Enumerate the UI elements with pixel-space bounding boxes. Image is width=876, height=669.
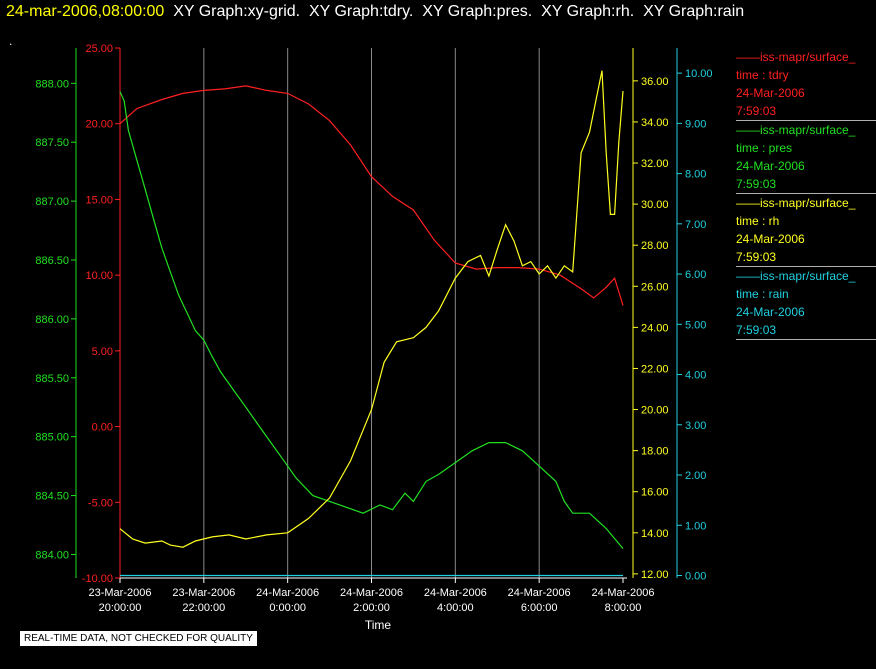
rain-tick-label: 5.00 [685, 319, 706, 331]
rain-tick-label: 8.00 [685, 169, 706, 181]
legend-entry: ——iss-mapr/surface_time : rain 24-Mar-200… [736, 267, 876, 340]
pres-tick-label: 885.50 [35, 373, 69, 385]
rh-tick-label: 18.00 [641, 446, 669, 458]
title-date: 24-mar-2006,08:00:00 [6, 3, 165, 20]
pres-series-line [119, 91, 624, 549]
quality-disclaimer: REAL-TIME DATA, NOT CHECKED FOR QUALITY [20, 631, 257, 646]
legend: ——iss-mapr/surface_ time : tdry 24-Mar-200… [736, 48, 876, 340]
pres-tick-label: 888.00 [35, 78, 69, 90]
legend-line: 24-Mar-2006 [736, 305, 805, 319]
x-tick-label-date: 23-Mar-2006 [172, 587, 235, 599]
x-tick-label-date: 24-Mar-2006 [592, 587, 655, 599]
rain-tick-label: 0.00 [685, 570, 706, 582]
x-tick-label-date: 24-Mar-2006 [340, 587, 403, 599]
pres-tick-label: 886.50 [35, 255, 69, 267]
x-tick-label-time: 6:00:00 [521, 602, 558, 614]
rain-tick-label: 7.00 [685, 219, 706, 231]
x-tick-label-date: 23-Mar-2006 [89, 587, 152, 599]
rain-tick-label: 6.00 [685, 269, 706, 281]
rh-tick-label: 30.00 [641, 199, 669, 211]
rh-tick-label: 12.00 [641, 569, 669, 581]
rh-series-line [119, 70, 624, 548]
pres-tick-label: 886.00 [35, 314, 69, 326]
title-dot: . [9, 34, 13, 48]
legend-line: 24-Mar-2006 [736, 159, 805, 173]
legend-line: time : rain [736, 287, 789, 301]
legend-entry: ——iss-mapr/surface_time : tdry 24-Mar-200… [736, 48, 876, 121]
rh-tick-label: 32.00 [641, 158, 669, 170]
tdry-tick-label: -10.00 [82, 573, 113, 585]
rh-tick-label: 24.00 [641, 322, 669, 334]
tdry-tick-label: 25.00 [85, 43, 113, 55]
legend-line: 7:59:03 [736, 323, 777, 337]
pres-tick-label: 884.00 [35, 549, 69, 561]
tdry-tick-label: -5.00 [88, 497, 113, 509]
rh-tick-label: 36.00 [641, 76, 669, 88]
tdry-tick-label: 10.00 [85, 270, 113, 282]
rh-tick-label: 28.00 [641, 240, 669, 252]
x-tick-label-date: 24-Mar-2006 [256, 587, 319, 599]
legend-line: 7:59:03 [736, 250, 777, 264]
rain-tick-label: 10.00 [685, 68, 713, 80]
rh-tick-label: 16.00 [641, 487, 669, 499]
rain-tick-label: 4.00 [685, 370, 706, 382]
legend-entry: ——iss-mapr/surface_time : pres 24-Mar-200… [736, 121, 876, 194]
legend-line: time : rh [736, 214, 780, 228]
rh-tick-label: 22.00 [641, 363, 669, 375]
rh-tick-label: 34.00 [641, 117, 669, 129]
legend-line: ——iss-mapr/surface_ [736, 50, 856, 64]
legend-line: 24-Mar-2006 [736, 232, 805, 246]
pres-tick-label: 884.50 [35, 491, 69, 503]
tdry-tick-label: 15.00 [85, 194, 113, 206]
tdry-series-line [119, 85, 624, 306]
x-tick-label-time: 0:00:00 [269, 602, 306, 614]
legend-line: ——iss-mapr/surface_ [736, 269, 856, 283]
rain-tick-label: 2.00 [685, 470, 706, 482]
legend-line: ——iss-mapr/surface_ [736, 196, 856, 210]
x-tick-label-time: 20:00:00 [99, 602, 142, 614]
x-tick-label-date: 24-Mar-2006 [508, 587, 571, 599]
legend-line: 7:59:03 [736, 177, 777, 191]
tdry-tick-label: 5.00 [92, 346, 113, 358]
rh-tick-label: 14.00 [641, 528, 669, 540]
x-tick-label-time: 2:00:00 [353, 602, 390, 614]
x-tick-label-date: 24-Mar-2006 [424, 587, 487, 599]
tdry-tick-label: 20.00 [85, 119, 113, 131]
x-tick-label-time: 8:00:00 [605, 602, 642, 614]
rain-tick-label: 9.00 [685, 118, 706, 130]
pres-tick-label: 887.50 [35, 137, 69, 149]
legend-line: ——iss-mapr/surface_ [736, 123, 856, 137]
pres-tick-label: 887.00 [35, 196, 69, 208]
legend-line: time : tdry [736, 68, 789, 82]
legend-line: 7:59:03 [736, 104, 777, 118]
rh-tick-label: 20.00 [641, 405, 669, 417]
legend-line: 24-Mar-2006 [736, 86, 805, 100]
rain-tick-label: 3.00 [685, 420, 706, 432]
tdry-tick-label: 0.00 [92, 422, 113, 434]
title-graphs: XY Graph:xy-grid. XY Graph:tdry. XY Grap… [164, 3, 745, 20]
chart-title: 24-mar-2006,08:00:00 XY Graph:xy-grid. X… [6, 3, 744, 21]
legend-line: time : pres [736, 141, 793, 155]
rh-tick-label: 26.00 [641, 281, 669, 293]
x-axis-label: Time [365, 618, 392, 632]
pres-tick-label: 885.00 [35, 432, 69, 444]
x-tick-label-time: 4:00:00 [437, 602, 474, 614]
rain-tick-label: 1.00 [685, 520, 706, 532]
x-tick-label-time: 22:00:00 [182, 602, 225, 614]
legend-entry: ——iss-mapr/surface_time : rh 24-Mar-2006 7… [736, 194, 876, 267]
